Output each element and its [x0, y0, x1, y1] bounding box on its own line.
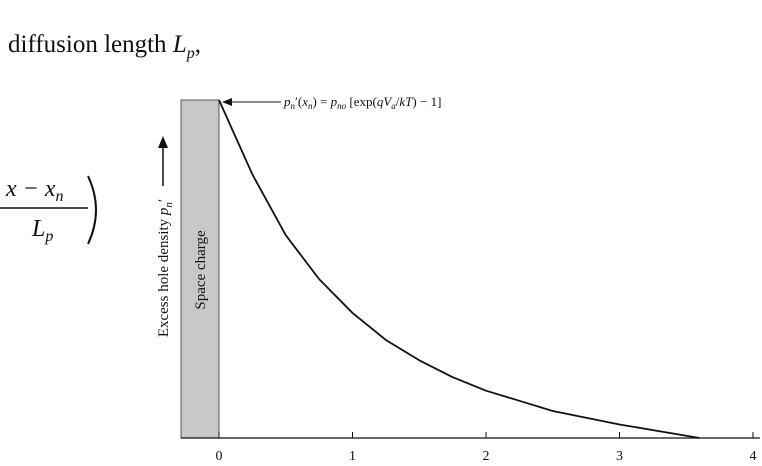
ann-part: ) − 1] [412, 94, 441, 109]
heading: diffusion length Lp, [8, 31, 201, 62]
heading-text: diffusion length [8, 31, 173, 58]
x-tick-label: 2 [483, 449, 490, 464]
x-tick-label: 0 [216, 449, 223, 464]
ann-part: ) = [312, 94, 330, 109]
ann-part: [exp( [346, 94, 377, 109]
equation-numerator: x − xn [5, 176, 64, 205]
parenthesis [87, 175, 97, 245]
ann-part: qV [377, 94, 394, 109]
denominator-text: L [31, 216, 45, 242]
y-axis-label: Excess hole density pn′ [156, 199, 175, 337]
ann-part: p [330, 94, 338, 109]
ann-part: x [301, 94, 308, 109]
y-arrow-head [158, 136, 168, 148]
ann-sub: no [337, 101, 347, 111]
numerator-text: x − x [5, 176, 56, 202]
x-tick-label: 4 [750, 449, 757, 464]
heading-text: , [195, 31, 201, 58]
y-label-symbol: p [156, 207, 172, 216]
ann-sub: n [291, 101, 296, 111]
decay-curve [218, 99, 700, 439]
region-label: Space charge [193, 230, 209, 310]
ann-sub: n [308, 101, 313, 111]
ann-part: / [396, 94, 400, 109]
ann-sub: a [391, 101, 396, 111]
ann-part: p [283, 94, 291, 109]
y-label-subscript: n [163, 202, 175, 208]
y-label-text: Excess hole density [156, 215, 172, 337]
denominator-subscript: p [44, 228, 53, 245]
annotation-arrow-head [222, 98, 232, 106]
ann-part: ′( [295, 94, 302, 109]
numerator-subscript: n [56, 188, 64, 205]
ann-part: kT [399, 94, 413, 109]
annotation: pn′(xn) = pno [exp(qVa/kT) − 1] [283, 94, 441, 111]
x-tick-label: 1 [349, 449, 356, 464]
y-label-prime: ′ [156, 199, 172, 202]
x-tick-label: 3 [616, 449, 623, 464]
equation-denominator: Lp [31, 216, 53, 245]
heading-symbol: L [172, 31, 187, 58]
heading-subscript: p [186, 45, 195, 62]
